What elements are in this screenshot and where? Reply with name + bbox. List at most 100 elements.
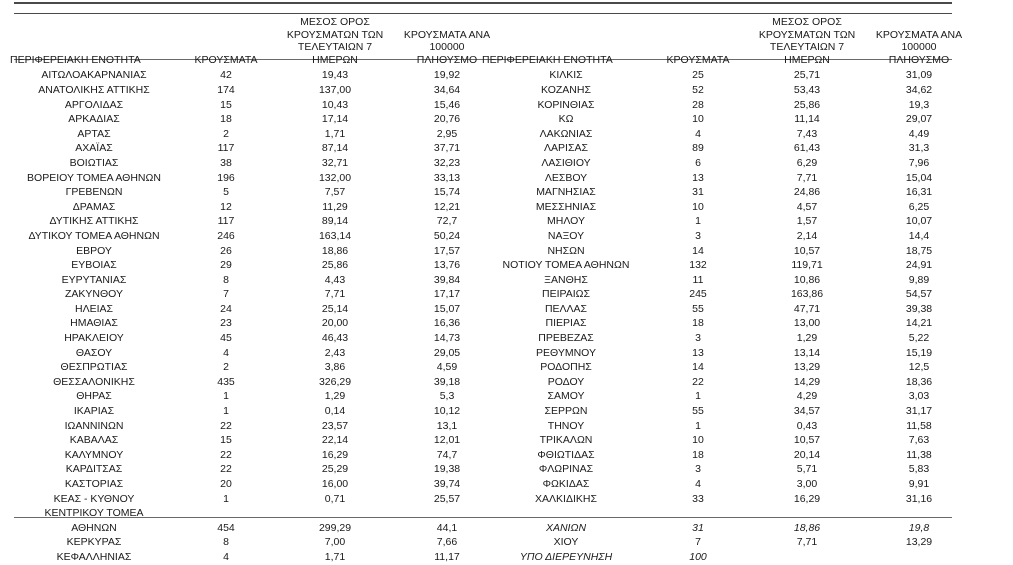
cell-weekly-average: 3,86 bbox=[324, 361, 346, 374]
table-row: ΝΗΣΩΝ 14 10,57 18,75 bbox=[480, 244, 968, 259]
cell-cases: 1 bbox=[223, 390, 229, 403]
cell-cases: 24 bbox=[220, 302, 232, 315]
cell-rate-per-100k: 19,3 bbox=[908, 98, 930, 111]
cell-region: ΥΠΟ ΔΙΕΡΕΥΝΗΣΗ bbox=[519, 550, 613, 563]
cell-region: ΑΡΤΑΣ bbox=[77, 127, 111, 140]
cell-cases: 13 bbox=[692, 346, 704, 359]
cell-region: ΧΑΛΚΙΔΙΚΗΣ bbox=[535, 492, 597, 505]
cell-rate-per-100k: 10,12 bbox=[433, 405, 461, 418]
cell-region: ΣΑΜΟΥ bbox=[547, 390, 585, 403]
table-row: ΒΟΡΕΙΟΥ ΤΟΜΕΑ ΑΘΗΝΩΝ 196 132,00 33,13 bbox=[8, 171, 496, 186]
cell-region: ΠΡΕΒΕΖΑΣ bbox=[538, 332, 594, 345]
cell-cases: 18 bbox=[220, 113, 232, 126]
cell-weekly-average bbox=[744, 506, 870, 521]
cell-rate-per-100k: 39,74 bbox=[433, 478, 461, 490]
cell-cases: 89 bbox=[692, 142, 704, 155]
cell-region: ΦΘΙΩΤΙΔΑΣ bbox=[537, 448, 595, 461]
table-row: ΦΩΚΙΔΑΣ 4 3,00 9,91 bbox=[480, 477, 968, 492]
cell-cases: 100 bbox=[689, 550, 707, 563]
top-rule-thin bbox=[14, 13, 952, 14]
cell-region: ΘΑΣΟΥ bbox=[75, 346, 113, 359]
cell-weekly-average: 23,57 bbox=[321, 419, 349, 432]
cell-region: ΑΧΑΪΑΣ bbox=[75, 142, 113, 155]
cell-rate-per-100k: 31,16 bbox=[905, 492, 933, 505]
cell-weekly-average: 1,57 bbox=[796, 215, 818, 228]
cell-weekly-average: 7,71 bbox=[796, 171, 818, 184]
cell-weekly-average: 1,71 bbox=[324, 550, 346, 563]
cell-region: ΚΩ bbox=[558, 113, 574, 126]
cell-region: ΝΑΞΟΥ bbox=[547, 229, 585, 242]
cell-rate-per-100k: 15,46 bbox=[433, 98, 461, 111]
cell-rate-per-100k: 3,03 bbox=[908, 390, 930, 403]
table-row: ΚΙΛΚΙΣ 25 25,71 31,09 bbox=[480, 68, 968, 83]
cell-rate-per-100k: 5,3 bbox=[439, 390, 455, 403]
top-rule-thick bbox=[14, 2, 952, 4]
cell-region: ΧΙΟΥ bbox=[553, 536, 579, 549]
cell-weekly-average: 11,29 bbox=[322, 200, 348, 213]
table-row: ΜΑΓΝΗΣΙΑΣ 31 24,86 16,31 bbox=[480, 185, 968, 200]
cell-region: ΙΩΑΝΝΙΝΩΝ bbox=[64, 419, 124, 432]
cell-rate-per-100k: 13,76 bbox=[433, 259, 461, 272]
right-case-table: ΠΕΡΙΦΕΡΕΙΑΚΗ ΕΝΟΤΗΤΑ ΚΡΟΥΣΜΑΤΑ ΜΕΣΟΣ ΟΡΟ… bbox=[480, 16, 968, 565]
table-row: ΚΩ 10 11,14 29,07 bbox=[480, 112, 968, 127]
cell-region: ΡΕΘΥΜΝΟΥ bbox=[535, 346, 596, 359]
cell-region: ΕΥΒΟΙΑΣ bbox=[71, 259, 117, 272]
cell-region: ΑΙΤΩΛΟΑΚΑΡΝΑΝΙΑΣ bbox=[41, 69, 147, 82]
cell-region: ΝΟΤΙΟΥ ΤΟΜΕΑ ΑΘΗΝΩΝ bbox=[502, 259, 630, 272]
table-row: ΕΒΡΟΥ 26 18,86 17,57 bbox=[8, 244, 496, 259]
cell-rate-per-100k: 11,58 bbox=[906, 419, 932, 432]
cell-rate-per-100k: 14,73 bbox=[433, 332, 461, 345]
cell-cases: 15 bbox=[220, 434, 232, 447]
table-row: ΕΥΡΥΤΑΝΙΑΣ 8 4,43 39,84 bbox=[8, 273, 496, 288]
table-row: ΛΕΣΒΟΥ 13 7,71 15,04 bbox=[480, 171, 968, 186]
table-row: ΕΥΒΟΙΑΣ 29 25,86 13,76 bbox=[8, 258, 496, 273]
cell-region: ΗΜΑΘΙΑΣ bbox=[70, 317, 118, 330]
cell-weekly-average: 137,00 bbox=[318, 83, 352, 96]
cell-weekly-average: 0,43 bbox=[796, 419, 818, 432]
cell-region: ΚΕΡΚΥΡΑΣ bbox=[66, 536, 122, 549]
cell-region: ΕΒΡΟΥ bbox=[76, 244, 112, 257]
cell-cases: 10 bbox=[692, 113, 704, 126]
table-row: ΠΕΛΛΑΣ 55 47,71 39,38 bbox=[480, 302, 968, 317]
cell-weekly-average: 10,86 bbox=[793, 273, 821, 286]
cell-weekly-average: 7,71 bbox=[796, 536, 818, 549]
table-row: ΓΡΕΒΕΝΩΝ 5 7,57 15,74 bbox=[8, 185, 496, 200]
cell-cases: 6 bbox=[695, 156, 701, 169]
cell-region: ΡΟΔΟΠΗΣ bbox=[540, 361, 592, 374]
cell-cases: 42 bbox=[220, 69, 232, 82]
cell-cases: 18 bbox=[692, 317, 704, 330]
table-spacer-row bbox=[480, 506, 968, 521]
cell-weekly-average: 4,29 bbox=[796, 390, 818, 403]
table-row: ΤΡΙΚΑΛΩΝ 10 10,57 7,63 bbox=[480, 433, 968, 448]
cell-rate-per-100k: 4,49 bbox=[908, 127, 930, 140]
cell-weekly-average: 14,29 bbox=[793, 375, 821, 388]
header-region: ΠΕΡΙΦΕΡΕΙΑΚΗ ΕΝΟΤΗΤΑ bbox=[10, 53, 141, 66]
header-cases: ΚΡΟΥΣΜΑΤΑ bbox=[194, 53, 258, 66]
cell-cases: 45 bbox=[220, 332, 232, 345]
cell-weekly-average: 11,14 bbox=[794, 113, 820, 126]
cell-region: ΡΟΔΟΥ bbox=[547, 375, 585, 388]
table-row: ΙΩΑΝΝΙΝΩΝ 22 23,57 13,1 bbox=[8, 419, 496, 434]
cell-cases: 18 bbox=[692, 448, 704, 461]
cell-cases: 4 bbox=[695, 478, 701, 490]
cell-cases: 13 bbox=[692, 171, 704, 184]
cell-region: ΛΑΣΙΘΙΟΥ bbox=[541, 156, 591, 169]
cell-rate-per-100k: 39,84 bbox=[433, 273, 461, 286]
cell-region: ΘΕΣΠΡΩΤΙΑΣ bbox=[60, 361, 128, 374]
cell-region: ΑΝΑΤΟΛΙΚΗΣ ΑΤΤΙΚΗΣ bbox=[38, 83, 150, 96]
cell-cases: 22 bbox=[220, 419, 232, 432]
cell-weekly-average: 87,14 bbox=[321, 142, 349, 155]
cell-cases: 117 bbox=[217, 215, 235, 228]
cell-region: ΛΑΡΙΣΑΣ bbox=[544, 142, 588, 155]
table-row: ΔΥΤΙΚΗΣ ΑΤΤΙΚΗΣ 117 89,14 72,7 bbox=[8, 214, 496, 229]
cell-region: ΚΕΦΑΛΛΗΝΙΑΣ bbox=[56, 550, 132, 563]
cell-weekly-average: 25,14 bbox=[321, 302, 349, 315]
cell-rate-per-100k: 50,24 bbox=[433, 229, 461, 242]
table-row: ΖΑΚΥΝΘΟΥ 7 7,71 17,17 bbox=[8, 287, 496, 302]
cell-weekly-average: 25,86 bbox=[321, 259, 349, 272]
cell-cases: 8 bbox=[223, 273, 229, 286]
cell-weekly-average: 13,14 bbox=[793, 346, 821, 359]
table-row: ΣΕΡΡΩΝ 55 34,57 31,17 bbox=[480, 404, 968, 419]
cell-rate-per-100k: 12,21 bbox=[433, 200, 461, 213]
table-row: ΡΟΔΟΠΗΣ 14 13,29 12,5 bbox=[480, 360, 968, 375]
